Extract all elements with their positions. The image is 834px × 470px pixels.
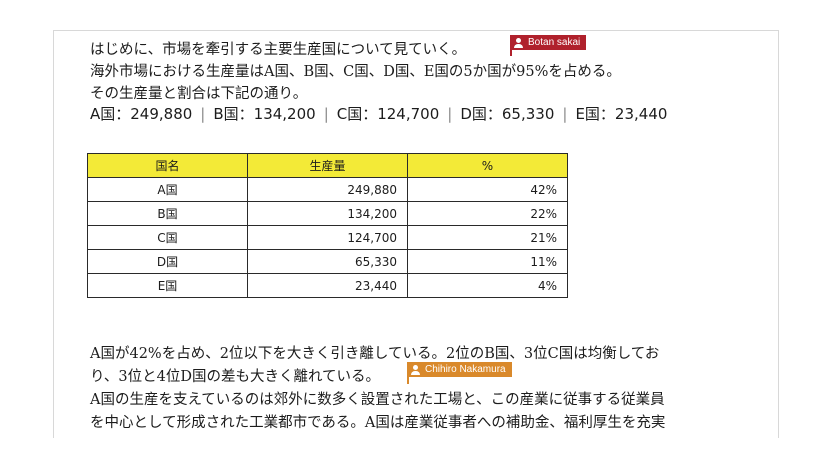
- figure-e: E国：23,440: [575, 105, 668, 123]
- table-row: A国 249,880 42%: [87, 177, 568, 202]
- header-percent[interactable]: %: [407, 153, 568, 178]
- collaborator-tag-botan: Botan sakai: [510, 35, 587, 50]
- cell-percent[interactable]: 11%: [407, 249, 568, 274]
- cell-country[interactable]: D国: [87, 249, 248, 274]
- table-row: B国 134,200 22%: [87, 201, 568, 226]
- cell-amount[interactable]: 249,880: [247, 177, 408, 202]
- figure-c: C国：124,700: [336, 105, 440, 123]
- paragraph2-line-2: り、3位と4位D国の差も大きく離れている。: [90, 369, 381, 385]
- collaborator-tag-chihiro: Chihiro Nakamura: [407, 362, 512, 377]
- intro-line-3: その生産量と割合は下記の通り。: [90, 86, 308, 102]
- document-page[interactable]: はじめに、市場を牽引する主要生産国について見ていく。 海外市場における生産量はA…: [53, 30, 779, 438]
- intro-line-2: 海外市場における生産量はA国、B国、C国、D国、E国の5か国が95%を占める。: [90, 64, 621, 80]
- table-header-row: 国名 生産量 %: [87, 153, 568, 178]
- cell-percent[interactable]: 21%: [407, 225, 568, 250]
- table-row: D国 65,330 11%: [87, 249, 568, 274]
- collaborator-name: Botan sakai: [528, 37, 581, 48]
- cell-amount[interactable]: 124,700: [247, 225, 408, 250]
- cell-amount[interactable]: 134,200: [247, 201, 408, 226]
- separator: |: [447, 105, 453, 123]
- intro-line-1: はじめに、市場を牽引する主要生産国について見ていく。: [90, 42, 467, 58]
- cell-country[interactable]: C国: [87, 225, 248, 250]
- production-figures-line: A国：249,880 | B国：134,200 | C国：124,700 | D国：65,3…: [90, 104, 667, 124]
- separator: |: [562, 105, 568, 123]
- table-row: C国 124,700 21%: [87, 225, 568, 250]
- cell-country[interactable]: B国: [87, 201, 248, 226]
- table-row: E国 23,440 4%: [87, 273, 568, 298]
- collaborator-name: Chihiro Nakamura: [425, 364, 506, 375]
- cell-percent[interactable]: 4%: [407, 273, 568, 298]
- user-icon: [514, 37, 523, 48]
- cell-amount[interactable]: 23,440: [247, 273, 408, 298]
- paragraph2-line-1: A国が42%を占め、2位以下を大きく引き離している。2位のB国、3位C国は均衡し…: [90, 346, 660, 362]
- figure-b: B国：134,200: [213, 105, 316, 123]
- paragraph3-line-2: を中心として形成された工業都市である。A国は産業従事者への補助金、福利厚生を充実: [90, 415, 666, 431]
- cell-amount[interactable]: 65,330: [247, 249, 408, 274]
- paragraph3-line-1: A国の生産を支えているのは郊外に数多く設置された工場と、この産業に従事する従業員: [90, 392, 665, 408]
- cell-percent[interactable]: 42%: [407, 177, 568, 202]
- cell-percent[interactable]: 22%: [407, 201, 568, 226]
- figure-a: A国：249,880: [90, 105, 193, 123]
- production-table[interactable]: 国名 生産量 % A国 249,880 42% B国 134,200 22% C…: [87, 153, 568, 298]
- cell-country[interactable]: E国: [87, 273, 248, 298]
- separator: |: [200, 105, 206, 123]
- cell-country[interactable]: A国: [87, 177, 248, 202]
- header-country[interactable]: 国名: [87, 153, 248, 178]
- separator: |: [323, 105, 329, 123]
- header-amount[interactable]: 生産量: [247, 153, 408, 178]
- user-icon: [411, 364, 420, 375]
- figure-d: D国：65,330: [460, 105, 555, 123]
